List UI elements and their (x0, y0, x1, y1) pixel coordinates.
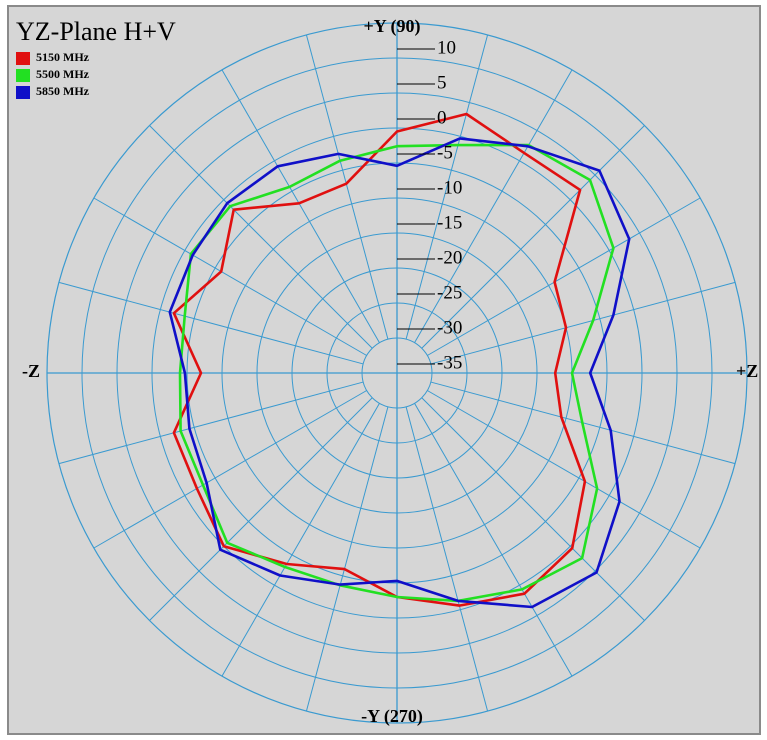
spoke (58, 381, 364, 465)
spoke (221, 69, 380, 343)
legend-swatch (16, 69, 30, 82)
spoke (405, 34, 489, 340)
labels: 10 5 0 -5 -10 -15 -20 -25 -30 -35 +Y (90) -Y (270) -… (16, 16, 758, 727)
legend-swatch (16, 52, 30, 65)
pattern-curve (168, 137, 631, 609)
ring (116, 92, 678, 654)
spoke (93, 197, 367, 356)
ring (151, 127, 643, 619)
legend-label: 5150 MHz (36, 50, 90, 64)
spoke (414, 69, 573, 343)
legend-label: 5850 MHz (36, 84, 90, 98)
r-tick-label: 5 (437, 72, 447, 93)
ring (361, 337, 433, 409)
r-tick-label: -10 (437, 177, 462, 198)
spoke (427, 197, 701, 356)
r-tick-label: 10 (437, 37, 456, 58)
axis-label-left: -Z (22, 361, 40, 381)
r-tick-label: -35 (437, 352, 462, 373)
chart-title: YZ-Plane H+V (16, 17, 176, 46)
spoke (149, 125, 373, 349)
plot-frame (7, 5, 761, 735)
pattern-curve (172, 112, 587, 607)
axis-label-top: +Y (90) (363, 16, 420, 37)
spoke (414, 403, 573, 677)
ring (81, 57, 713, 689)
spoke (221, 403, 380, 677)
ring (326, 302, 468, 444)
r-tick-label: -25 (437, 282, 462, 303)
legend-swatch (16, 86, 30, 99)
spoke (305, 406, 389, 712)
spoke (405, 406, 489, 712)
spoke (58, 281, 364, 365)
spoke (421, 125, 645, 349)
ring (291, 267, 503, 479)
spoke (149, 397, 373, 621)
axis-label-right: +Z (736, 361, 758, 381)
spoke (421, 397, 645, 621)
axis-label-bottom: -Y (270) (361, 706, 423, 727)
r-tick-label: -15 (437, 212, 462, 233)
ring (186, 162, 608, 584)
spoke (93, 390, 367, 549)
ring (256, 232, 538, 514)
r-tick-label: 0 (437, 107, 447, 128)
curves (168, 112, 631, 609)
spoke (430, 281, 736, 365)
legend-label: 5500 MHz (36, 67, 90, 81)
grid (46, 22, 748, 724)
pattern-curve (178, 143, 615, 603)
r-tick-label: -5 (437, 142, 453, 163)
spoke (305, 34, 389, 340)
r-tick-label: -30 (437, 317, 462, 338)
spoke (427, 390, 701, 549)
r-tick-label: -20 (437, 247, 462, 268)
